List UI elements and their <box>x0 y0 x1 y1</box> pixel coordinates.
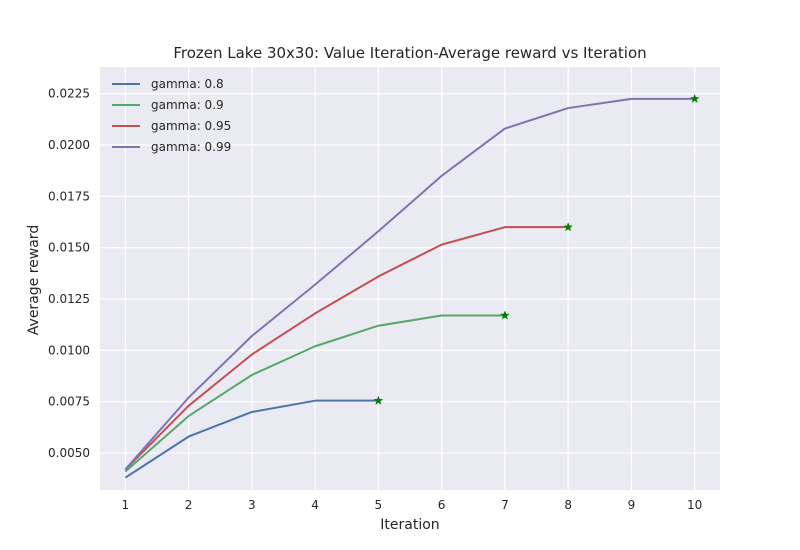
x-tick-label: 6 <box>438 498 446 512</box>
y-axis-label: Average reward <box>26 225 42 335</box>
grid <box>100 67 720 490</box>
series-line-3 <box>124 97 695 471</box>
star-marker <box>689 93 700 103</box>
y-axis-ticks: 0.0050 0.0075 0.0100 0.0125 0.0150 0.0175 0.02… <box>48 87 90 460</box>
x-tick-label: 7 <box>501 498 509 512</box>
y-tick-label: 0.0100 <box>48 343 90 357</box>
legend-entry-label: gamma: 0.99 <box>151 140 231 154</box>
star-marker <box>373 395 384 405</box>
star-marker <box>500 310 510 320</box>
legend: gamma: 0.8 gamma: 0.9 gamma: 0.95 gamma: 0.… <box>112 77 231 154</box>
legend-entry-label: gamma: 0.9 <box>151 98 224 112</box>
x-tick-label: 10 <box>687 498 702 512</box>
y-tick-label: 0.0175 <box>48 189 90 203</box>
x-tick-label: 4 <box>311 498 319 512</box>
x-axis-ticks: 1 2 3 4 5 6 7 8 9 10 <box>121 498 702 512</box>
x-axis-label: Iteration <box>380 517 439 533</box>
legend-entry-label: gamma: 0.8 <box>151 77 224 91</box>
series-line-1 <box>124 314 505 473</box>
y-tick-label: 0.0125 <box>48 292 90 306</box>
series-line-0 <box>124 399 379 479</box>
y-tick-label: 0.0050 <box>48 446 90 460</box>
y-tick-label: 0.0200 <box>48 138 90 152</box>
y-tick-label: 0.0150 <box>48 241 90 255</box>
x-tick-label: 1 <box>121 498 129 512</box>
y-tick-label: 0.0075 <box>48 395 90 409</box>
end-markers <box>373 93 700 405</box>
y-tick-label: 0.0225 <box>48 87 90 101</box>
star-marker <box>563 222 573 232</box>
x-tick-label: 8 <box>564 498 572 512</box>
legend-entry-label: gamma: 0.95 <box>151 119 231 133</box>
series-line-2 <box>124 226 569 471</box>
x-tick-label: 5 <box>375 498 383 512</box>
x-tick-label: 3 <box>248 498 256 512</box>
x-tick-label: 2 <box>185 498 193 512</box>
x-tick-label: 9 <box>628 498 636 512</box>
series-lines <box>124 97 695 479</box>
chart-title: Frozen Lake 30x30: Value Iteration-Avera… <box>173 44 646 62</box>
plot-area <box>100 67 720 490</box>
